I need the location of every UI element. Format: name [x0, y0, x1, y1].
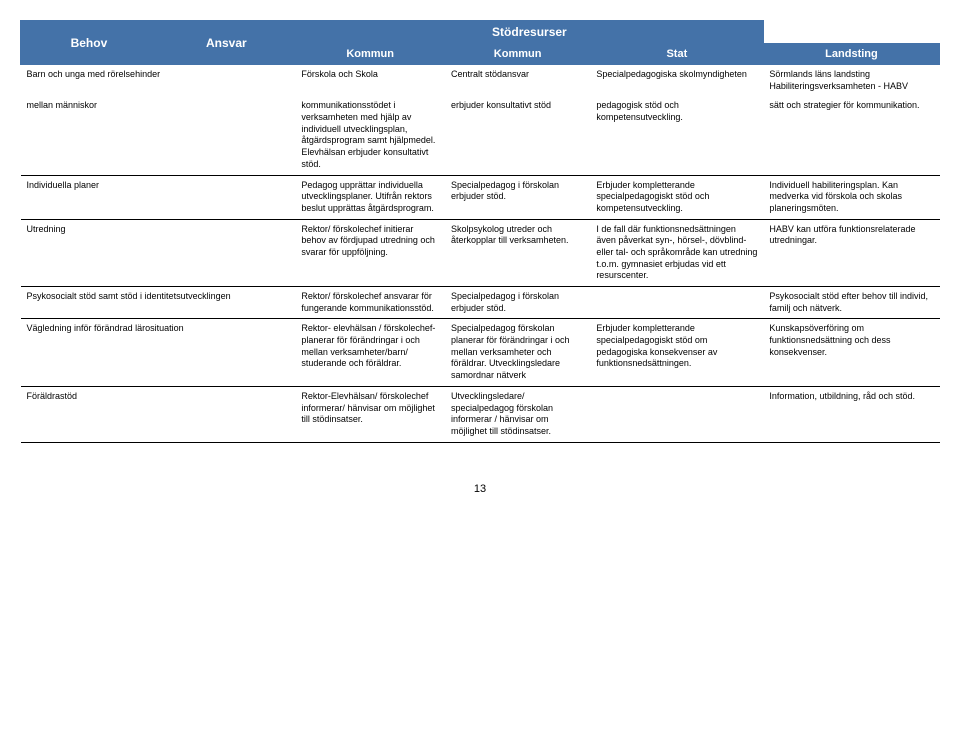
table-row: Föräldrastöd Rektor-Elevhälsan/ förskole…: [21, 386, 940, 442]
cell-kommun: Specialpedagog i förskolan erbjuder stöd…: [445, 287, 590, 319]
table-row: mellan människor kommunikationsstödet i …: [21, 96, 940, 175]
cell-kommun: Specialpedagog i förskolan erbjuder stöd…: [445, 175, 590, 219]
cell-landsting: Psykosocialt stöd efter behov till indiv…: [763, 287, 939, 319]
cell-landsting: Individuell habiliteringsplan. Kan medve…: [763, 175, 939, 219]
header-ansvar: Ansvar: [157, 21, 295, 65]
cell-kommun: erbjuder konsultativt stöd: [445, 96, 590, 175]
cell-behov: Föräldrastöd: [21, 386, 296, 442]
cell-ansvar: kommunikationsstödet i verksamheten med …: [295, 96, 445, 175]
cell-behov: Utredning: [21, 219, 296, 286]
cell-stat: I de fall där funktionsnedsättningen äve…: [590, 219, 763, 286]
cell-ansvar: Rektor/ förskolechef ansvarar för funger…: [295, 287, 445, 319]
cell-ansvar: Förskola och Skola: [295, 65, 445, 97]
cell-behov: Psykosocialt stöd samt stöd i identitets…: [21, 287, 296, 319]
cell-ansvar: Rektor- elevhälsan / förskolechef- plane…: [295, 319, 445, 386]
cell-landsting: Sörmlands läns landsting Habiliteringsve…: [763, 65, 939, 97]
header-landsting: Landsting: [763, 44, 939, 65]
cell-stat: Specialpedagogiska skolmyndigheten: [590, 65, 763, 97]
cell-landsting: HABV kan utföra funktionsrelaterade utre…: [763, 219, 939, 286]
cell-behov: Vägledning inför förändrad lärosituation: [21, 319, 296, 386]
cell-ansvar: Rektor-Elevhälsan/ förskolechef informer…: [295, 386, 445, 442]
table-row: Individuella planer Pedagog upprättar in…: [21, 175, 940, 219]
page-number: 13: [20, 483, 940, 495]
cell-stat: [590, 386, 763, 442]
cell-behov: Individuella planer: [21, 175, 296, 219]
cell-ansvar: Rektor/ förskolechef initierar behov av …: [295, 219, 445, 286]
table-row: Vägledning inför förändrad lärosituation…: [21, 319, 940, 386]
table-row: Psykosocialt stöd samt stöd i identitets…: [21, 287, 940, 319]
cell-kommun: Centralt stödansvar: [445, 65, 590, 97]
header-stodresurser: Stödresurser: [295, 21, 763, 44]
table-row: Utredning Rektor/ förskolechef initierar…: [21, 219, 940, 286]
header-kommun2: Kommun: [445, 44, 590, 65]
cell-ansvar: Pedagog upprättar individuella utvecklin…: [295, 175, 445, 219]
table-row: Barn och unga med rörelsehinder Förskola…: [21, 65, 940, 97]
cell-landsting: Kunskapsöverföring om funktionsnedsättni…: [763, 319, 939, 386]
cell-behov: Barn och unga med rörelsehinder: [21, 65, 296, 97]
cell-landsting: Information, utbildning, råd och stöd.: [763, 386, 939, 442]
header-stat: Stat: [590, 44, 763, 65]
cell-kommun: Skolpsykolog utreder och återkopplar til…: [445, 219, 590, 286]
cell-stat: pedagogisk stöd och kompetensutveckling.: [590, 96, 763, 175]
cell-stat: Erbjuder kompletterande specialpedagogis…: [590, 175, 763, 219]
cell-kommun: Specialpedagog förskolan planerar för fö…: [445, 319, 590, 386]
main-table: Behov Ansvar Stödresurser Kommun Kommun …: [20, 20, 940, 443]
header-behov: Behov: [21, 21, 158, 65]
cell-kommun: Utvecklingsledare/ specialpedagog försko…: [445, 386, 590, 442]
cell-landsting: sätt och strategier för kommunikation.: [763, 96, 939, 175]
header-kommun1: Kommun: [295, 44, 445, 65]
cell-behov: mellan människor: [21, 96, 296, 175]
cell-stat: [590, 287, 763, 319]
cell-stat: Erbjuder kompletterande specialpedagogis…: [590, 319, 763, 386]
